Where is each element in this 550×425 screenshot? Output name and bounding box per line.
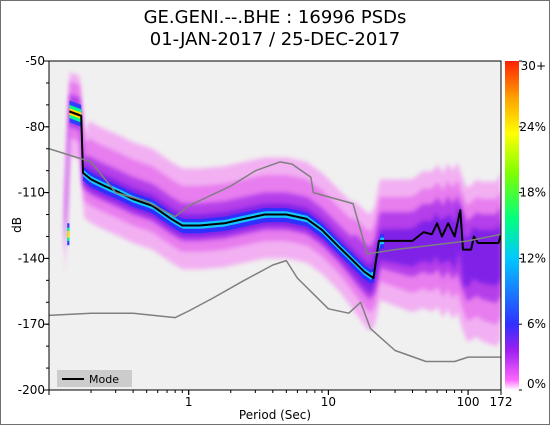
y-tick-label: -140 [18,251,45,265]
density-inner-band [83,161,501,294]
colorbar [505,61,519,390]
x-tick-label: 10 [321,395,336,409]
y-tick-label: -80 [25,120,45,134]
x-tick-label: 172 [490,395,513,409]
legend-box [57,370,132,387]
colorbar-label: 6% [527,317,546,331]
psd-lines-layer [49,110,501,363]
x-axis-label: Period (Sec) [239,408,311,422]
noise-model-lower-line [49,259,501,363]
y-axis-label: dB [10,217,24,233]
density-core-band [83,166,384,284]
x-tick-label: 100 [457,395,480,409]
y-axis-ticks: -50 -80 -110 -140 -170 -200 [18,54,49,397]
colorbar-label: 18% [519,186,546,200]
chart-title-line-1: GE.GENI.--.BHE : 16996 PSDs [143,7,407,28]
y-tick-label: -170 [18,317,45,331]
plot-border [48,60,502,391]
chart-title: GE.GENI.--.BHE : 16996 PSDs 01-JAN-2017 … [49,7,501,51]
x-tick-label: 1 [185,395,193,409]
chart-title-line-2: 01-JAN-2017 / 25-DEC-2017 [149,29,401,50]
x-axis-ticks: 1 10 100 172 [48,390,513,409]
colorbar-label: 24% [519,120,546,134]
y-tick-label: -200 [18,383,45,397]
colorbar-labels: 0% 6% 12% 18% 24% 30+ [519,59,546,391]
mode-line [69,110,501,280]
legend: Mode [57,370,132,387]
colorbar-label: 12% [519,251,546,265]
legend-mode-label: Mode [89,373,119,386]
density-peak-band [83,169,384,280]
colorbar-label: 0% [527,377,546,391]
noise-model-upper-line [49,147,501,255]
y-tick-label: -110 [18,186,45,200]
y-tick-label: -50 [25,54,45,68]
colorbar-label: 30+ [521,59,546,73]
